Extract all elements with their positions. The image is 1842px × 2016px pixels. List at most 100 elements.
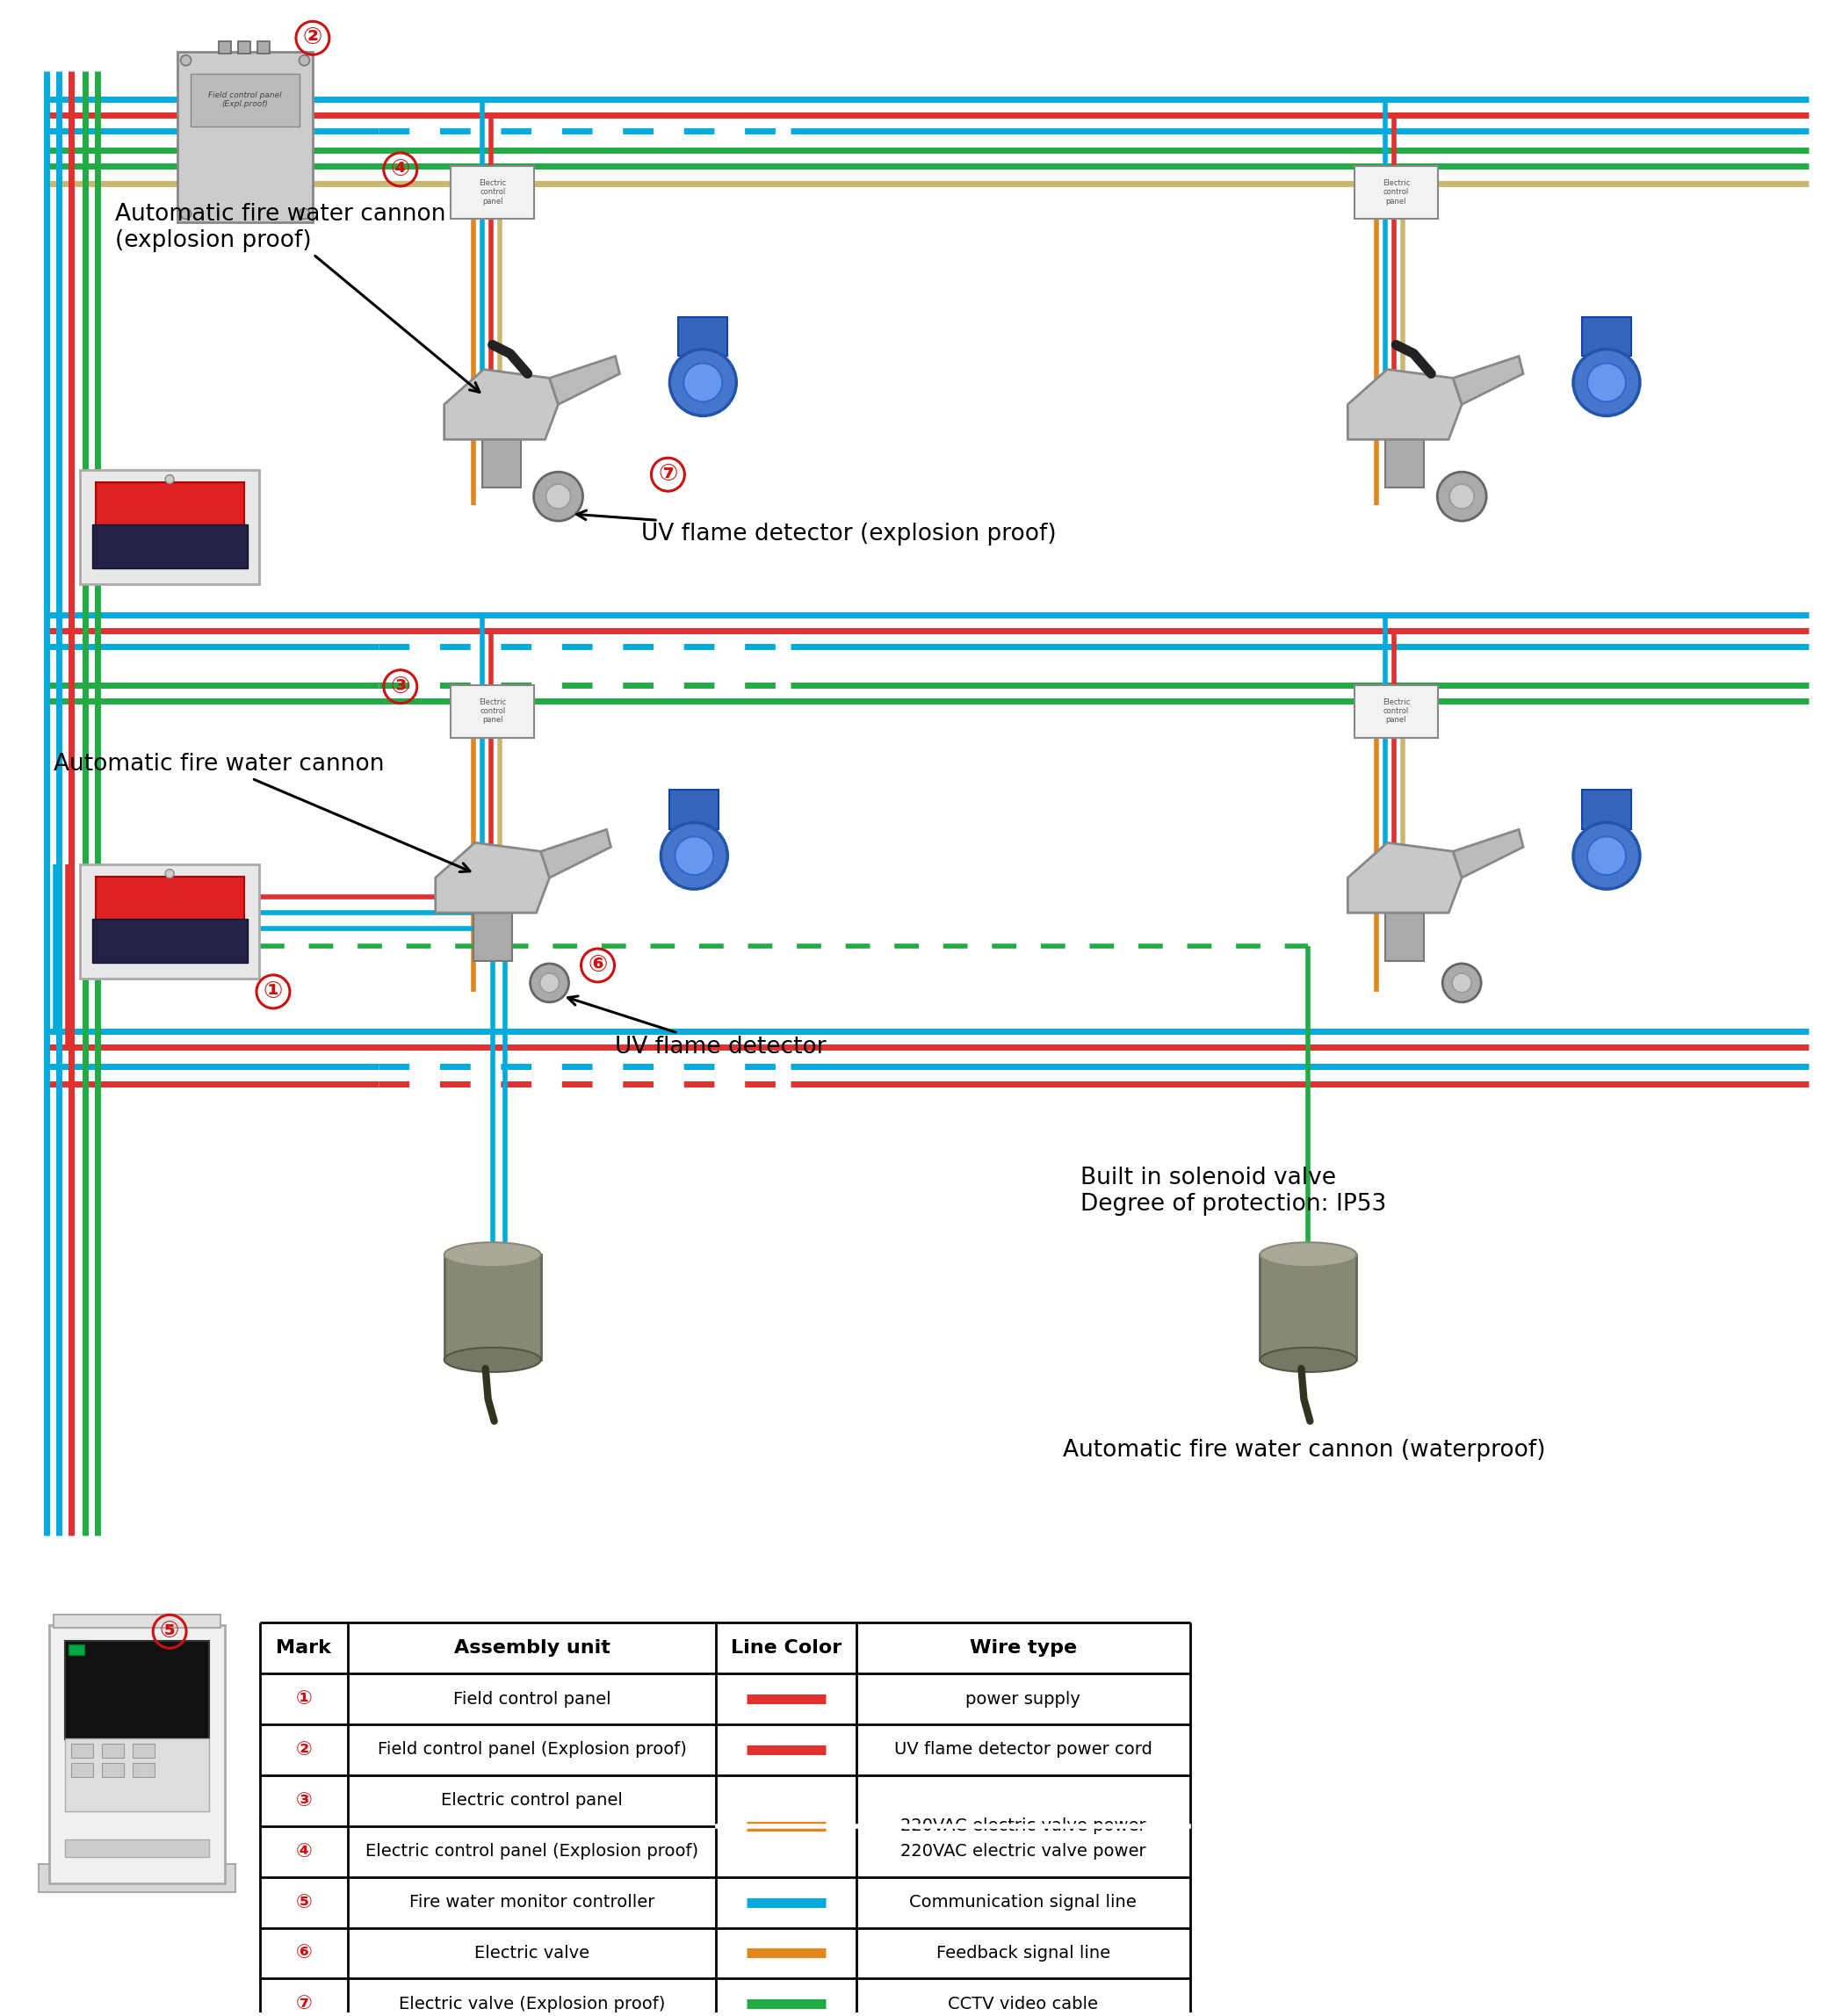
- Bar: [219, 40, 230, 52]
- Polygon shape: [444, 369, 558, 439]
- Circle shape: [298, 54, 309, 67]
- Bar: [238, 40, 251, 52]
- Text: 220VAC electric valve power: 220VAC electric valve power: [901, 1818, 1146, 1835]
- Text: Field control panel (Explosion proof): Field control panel (Explosion proof): [378, 1742, 687, 1758]
- Text: Electric control panel (Explosion proof): Electric control panel (Explosion proof): [365, 1843, 698, 1861]
- Text: Automatic fire water cannon: Automatic fire water cannon: [53, 754, 470, 871]
- Polygon shape: [1348, 369, 1463, 439]
- Bar: [64, 1841, 210, 1857]
- Circle shape: [1437, 472, 1486, 520]
- Text: Feedback signal line: Feedback signal line: [936, 1945, 1111, 1962]
- Bar: [691, 823, 698, 857]
- Text: ③: ③: [295, 1792, 311, 1810]
- Bar: [1582, 790, 1632, 829]
- Bar: [1385, 439, 1424, 488]
- Text: Electric
control
panel: Electric control panel: [1382, 698, 1409, 724]
- Text: ④: ④: [391, 157, 411, 181]
- Bar: [1603, 349, 1610, 383]
- Bar: [1354, 685, 1439, 738]
- Bar: [258, 40, 269, 52]
- Text: ②: ②: [295, 1742, 311, 1758]
- Circle shape: [670, 349, 737, 415]
- Text: Built in solenoid valve
Degree of protection: IP53: Built in solenoid valve Degree of protec…: [1079, 1167, 1387, 1216]
- Circle shape: [683, 363, 722, 401]
- Bar: [79, 470, 260, 585]
- Text: Automatic fire water cannon (waterproof): Automatic fire water cannon (waterproof): [1063, 1439, 1545, 1462]
- Bar: [190, 73, 300, 127]
- Circle shape: [530, 964, 569, 1002]
- Bar: [1385, 913, 1424, 962]
- Text: ②: ②: [302, 26, 322, 50]
- Text: ⑥: ⑥: [295, 1943, 311, 1962]
- Text: Electric
control
panel: Electric control panel: [479, 698, 507, 724]
- Text: Assembly unit: Assembly unit: [453, 1639, 610, 1657]
- Text: Wire type: Wire type: [969, 1639, 1078, 1657]
- Bar: [96, 877, 243, 925]
- Text: Mark: Mark: [276, 1639, 332, 1657]
- Circle shape: [674, 837, 713, 875]
- Bar: [79, 865, 260, 978]
- Bar: [53, 1615, 221, 1627]
- Polygon shape: [1453, 829, 1523, 877]
- Text: Fire water monitor controller: Fire water monitor controller: [409, 1893, 654, 1911]
- Text: Field control panel
(Expl.proof): Field control panel (Expl.proof): [208, 91, 282, 109]
- Bar: [1603, 823, 1610, 857]
- Bar: [64, 1738, 210, 1810]
- Bar: [133, 1764, 155, 1778]
- Circle shape: [1588, 363, 1626, 401]
- Text: Line Color: Line Color: [731, 1639, 842, 1657]
- Circle shape: [1588, 837, 1626, 875]
- Circle shape: [1573, 823, 1639, 889]
- Circle shape: [534, 472, 582, 520]
- Text: Electric valve (Explosion proof): Electric valve (Explosion proof): [398, 1996, 665, 2012]
- Text: ⑦: ⑦: [658, 464, 678, 486]
- Bar: [72, 1744, 94, 1758]
- Circle shape: [166, 476, 173, 484]
- Bar: [1354, 165, 1439, 218]
- Bar: [451, 165, 534, 218]
- Circle shape: [1442, 964, 1481, 1002]
- Circle shape: [166, 869, 173, 879]
- Bar: [133, 1744, 155, 1758]
- Text: UV flame detector (explosion proof): UV flame detector (explosion proof): [577, 510, 1057, 546]
- Text: ⑦: ⑦: [295, 1996, 311, 2012]
- Bar: [64, 1641, 210, 1740]
- Text: CCTV video cable: CCTV video cable: [949, 1996, 1098, 2012]
- Text: ④: ④: [295, 1843, 311, 1861]
- Bar: [101, 1744, 123, 1758]
- Text: power supply: power supply: [965, 1691, 1081, 1708]
- Bar: [1260, 1254, 1356, 1359]
- Text: Electric valve: Electric valve: [475, 1945, 589, 1962]
- Text: ⑤: ⑤: [295, 1893, 311, 1911]
- Bar: [39, 1865, 236, 1893]
- Bar: [92, 524, 247, 569]
- Circle shape: [298, 208, 309, 220]
- Circle shape: [540, 974, 560, 992]
- Polygon shape: [549, 357, 619, 405]
- Ellipse shape: [444, 1347, 542, 1373]
- Bar: [451, 685, 534, 738]
- Bar: [678, 317, 728, 357]
- Bar: [483, 439, 521, 488]
- Circle shape: [1451, 974, 1472, 992]
- Text: Electric
control
panel: Electric control panel: [479, 179, 507, 206]
- Text: ③: ③: [391, 675, 411, 698]
- Circle shape: [1573, 349, 1639, 415]
- Ellipse shape: [444, 1242, 542, 1266]
- Bar: [50, 1625, 225, 1883]
- Bar: [1582, 317, 1632, 357]
- Text: ①: ①: [295, 1689, 311, 1708]
- Text: UV flame detector power cord: UV flame detector power cord: [893, 1742, 1153, 1758]
- Bar: [670, 790, 718, 829]
- Bar: [92, 919, 247, 962]
- Bar: [444, 1254, 542, 1359]
- Ellipse shape: [1260, 1242, 1356, 1266]
- Circle shape: [1450, 484, 1474, 508]
- Text: Electric
control
panel: Electric control panel: [1382, 179, 1409, 206]
- Text: 220VAC electric valve power: 220VAC electric valve power: [901, 1843, 1146, 1861]
- Polygon shape: [542, 829, 612, 877]
- Bar: [177, 52, 313, 222]
- Bar: [68, 1645, 85, 1655]
- Text: Communication signal line: Communication signal line: [910, 1893, 1137, 1911]
- Polygon shape: [1453, 357, 1523, 405]
